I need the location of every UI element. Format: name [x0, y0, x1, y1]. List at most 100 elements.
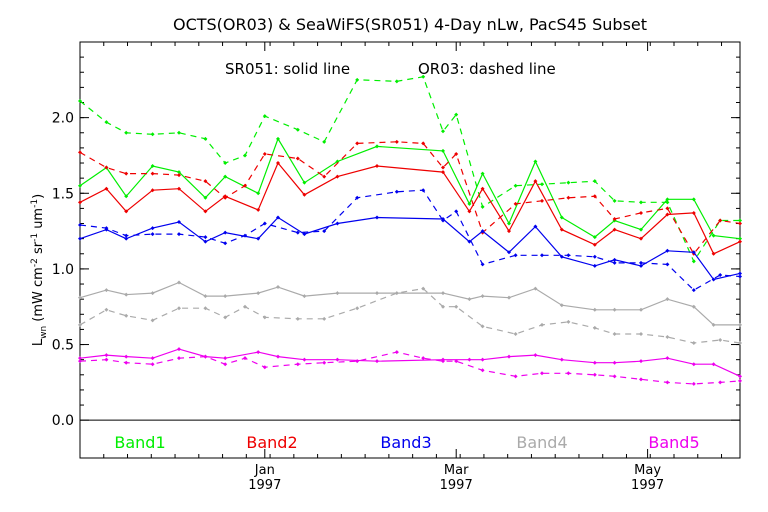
band4-solid-point: [223, 294, 228, 299]
band2-solid-point: [612, 227, 617, 232]
band4-dashed-point: [639, 331, 643, 336]
band1-solid-point: [559, 215, 564, 220]
ylabel-unit-4: ): [31, 194, 46, 199]
band4-dashed-point: [691, 341, 696, 346]
band5-solid-point: [150, 356, 155, 361]
y-tick-label: 1.5: [52, 186, 74, 202]
band1-dashed-point: [295, 127, 300, 132]
band2-dashed-point: [124, 171, 129, 176]
band4-dashed-point: [104, 307, 109, 312]
band4-solid-point: [639, 307, 643, 312]
band3-solid-point: [533, 224, 538, 229]
subtitle-dashed: OR03: dashed line: [418, 60, 556, 78]
band3-solid-point: [78, 236, 82, 241]
band2-dashed-point: [394, 139, 399, 144]
band5-solid-point: [78, 356, 82, 361]
band4-solid-point: [592, 307, 597, 312]
band3-dashed-point: [540, 253, 544, 258]
band3-dashed-point: [203, 235, 208, 240]
band5-solid-point: [691, 362, 696, 367]
band4-dashed-point: [243, 304, 247, 309]
ylabel-exp-2: -1: [30, 233, 40, 242]
legend-band1: Band1: [114, 433, 165, 452]
band4-solid-point: [665, 297, 670, 302]
band2-solid-point: [738, 239, 742, 244]
band5-dashed-point: [104, 357, 109, 362]
band4-dashed-point: [513, 331, 518, 336]
y-tick-label: 0.0: [52, 413, 74, 429]
ylabel-exp-3: -1: [30, 199, 40, 208]
band1-dashed-point: [665, 200, 670, 205]
band2-solid-point: [375, 164, 379, 169]
band5-solid-point: [335, 357, 340, 362]
band1-dashed-point: [639, 200, 643, 205]
band2-dashed-point: [203, 179, 208, 184]
band5-solid-point: [592, 360, 597, 365]
band5-solid-point: [665, 356, 670, 361]
band3-solid-point: [302, 232, 307, 237]
band3-dashed-point: [355, 195, 360, 200]
band2-solid-point: [533, 179, 538, 184]
band1-solid-point: [507, 221, 511, 226]
band5-dashed-point: [262, 365, 267, 370]
band3-solid-point: [711, 277, 716, 282]
band1-dashed-point: [177, 130, 181, 135]
band5-dashed-point: [223, 362, 228, 367]
band5-dashed-point: [540, 371, 544, 376]
band1-dashed-point: [262, 114, 267, 119]
band5-dashed-point: [177, 356, 181, 361]
band4-dashed-point: [223, 315, 228, 320]
band5-dashed-point: [738, 378, 742, 383]
band4-solid-line: [79, 281, 740, 326]
band3-solid-point: [223, 230, 228, 235]
band5-dashed-point: [665, 380, 670, 385]
band1-dashed-point: [78, 98, 82, 103]
legend-band3: Band3: [380, 433, 431, 452]
band2-dashed-point: [540, 198, 544, 203]
band3-dashed-point: [150, 232, 155, 237]
band5-dashed-point: [355, 359, 360, 364]
band3-solid-line: [79, 216, 741, 281]
band1-solid-point: [441, 148, 445, 153]
band4-dashed-point: [441, 304, 445, 309]
x-tick-year: 1997: [631, 478, 664, 493]
band3-dashed-point: [441, 218, 445, 223]
series-band4: [78, 280, 742, 346]
band5-dashed-point: [150, 362, 155, 367]
band2-dashed-point: [421, 141, 426, 146]
ylabel-unit-3: um: [31, 208, 46, 233]
band5-solid-point: [467, 357, 472, 362]
band3-dashed-point: [639, 260, 643, 265]
band1-dashed-point: [540, 182, 544, 187]
band2-dashed-point: [592, 194, 597, 199]
band5-solid-point: [738, 374, 742, 379]
band2-solid-point: [441, 170, 445, 175]
band1-dashed-point: [124, 130, 129, 135]
band5-solid-point: [104, 353, 109, 358]
band3-dashed-point: [513, 253, 518, 258]
band4-dashed-point: [592, 325, 597, 330]
band3-dashed-point: [454, 209, 459, 214]
x-tick-year: 1997: [248, 478, 281, 493]
band1-solid-point: [177, 170, 181, 175]
band3-dashed-point: [322, 229, 327, 234]
band2-dashed-point: [718, 218, 723, 223]
band5-dashed-point: [718, 380, 723, 385]
band2-dashed-point: [177, 173, 181, 178]
band4-dashed-point: [262, 315, 267, 320]
band3-solid-point: [124, 236, 129, 241]
band4-solid-point: [612, 307, 617, 312]
band4-dashed-point: [566, 319, 571, 324]
band5-dashed-point: [203, 354, 208, 359]
band1-solid-point: [256, 191, 261, 196]
band4-solid-point: [480, 294, 485, 299]
band1-solid-point: [150, 164, 155, 169]
band4-solid-point: [441, 291, 445, 296]
band5-solid-point: [223, 356, 228, 361]
ylabel-unit-1: (mW cm: [31, 267, 46, 322]
band5-dashed-point: [394, 350, 399, 355]
band3-solid-point: [559, 254, 564, 259]
band2-dashed-point: [243, 183, 247, 188]
band1-solid-point: [124, 194, 129, 199]
